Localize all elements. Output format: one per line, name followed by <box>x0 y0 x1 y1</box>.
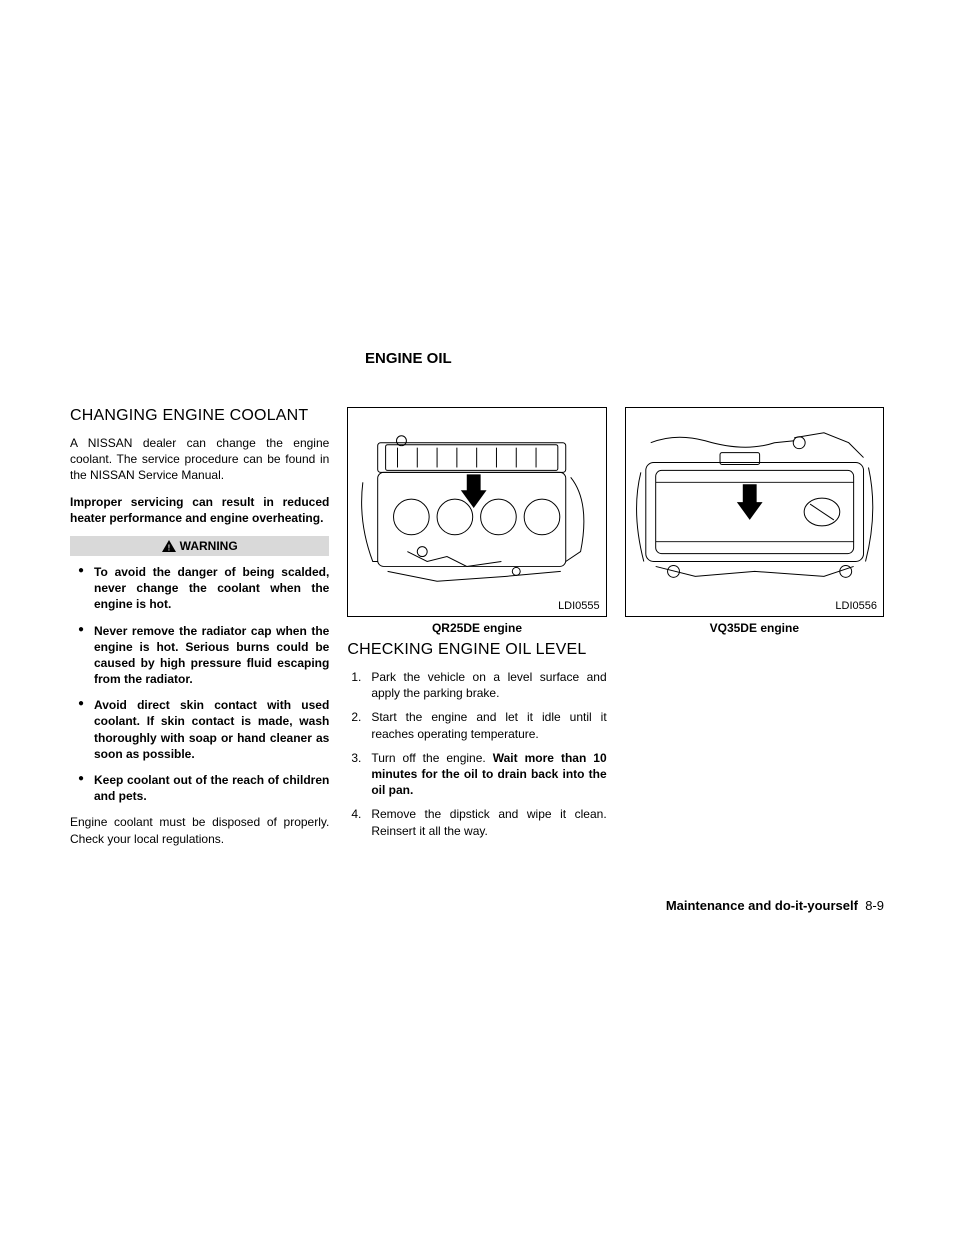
step-item: Park the vehicle on a level surface and … <box>347 669 606 701</box>
changing-coolant-heading: CHANGING ENGINE COOLANT <box>70 407 329 425</box>
three-column-layout: CHANGING ENGINE COOLANT A NISSAN dealer … <box>70 407 884 857</box>
warning-item: Keep coolant out of the reach of childre… <box>70 772 329 804</box>
figure-caption-vq35de: VQ35DE engine <box>625 621 884 635</box>
manual-page: ENGINE OIL CHANGING ENGINE COOLANT A NIS… <box>70 350 884 857</box>
figure-qr25de: LDI0555 <box>347 407 606 617</box>
warning-item: Never remove the radiator cap when the e… <box>70 623 329 688</box>
disposal-text: Engine coolant must be disposed of prope… <box>70 814 329 846</box>
warning-icon: ! <box>162 540 176 552</box>
figure-vq35de: LDI0556 <box>625 407 884 617</box>
warning-item: Avoid direct skin contact with used cool… <box>70 697 329 762</box>
warning-list: To avoid the danger of being scalded, ne… <box>70 564 329 804</box>
figure-id: LDI0556 <box>835 600 877 612</box>
engine-diagram-vq35de <box>626 408 883 616</box>
figure-caption-qr25de: QR25DE engine <box>347 621 606 635</box>
step-item: Start the engine and let it idle until i… <box>347 709 606 741</box>
warning-item: To avoid the danger of being scalded, ne… <box>70 564 329 613</box>
footer-section: Maintenance and do-it-yourself <box>666 898 858 913</box>
page-footer: Maintenance and do-it-yourself 8-9 <box>666 898 884 913</box>
column-left: CHANGING ENGINE COOLANT A NISSAN dealer … <box>70 407 329 857</box>
improper-servicing-text: Improper servicing can result in reduced… <box>70 494 329 526</box>
step3-prefix: Turn off the engine. <box>371 751 492 765</box>
warning-banner: ! WARNING <box>70 536 329 556</box>
oil-check-steps: Park the vehicle on a level surface and … <box>347 669 606 839</box>
figure-id: LDI0555 <box>558 600 600 612</box>
step-item: Remove the dipstick and wipe it clean. R… <box>347 806 606 838</box>
engine-diagram-qr25de <box>348 408 605 616</box>
column-right: LDI0556 VQ35DE engine <box>625 407 884 857</box>
section-title: ENGINE OIL <box>365 350 884 367</box>
step-item: Turn off the engine. Wait more than 10 m… <box>347 750 606 799</box>
warning-label: WARNING <box>180 539 238 553</box>
svg-text:!: ! <box>167 543 170 552</box>
coolant-intro-text: A NISSAN dealer can change the engine co… <box>70 435 329 484</box>
column-middle: LDI0555 QR25DE engine CHECKING ENGINE OI… <box>347 407 606 857</box>
footer-page-number: 8-9 <box>865 898 884 913</box>
checking-oil-heading: CHECKING ENGINE OIL LEVEL <box>347 641 606 659</box>
